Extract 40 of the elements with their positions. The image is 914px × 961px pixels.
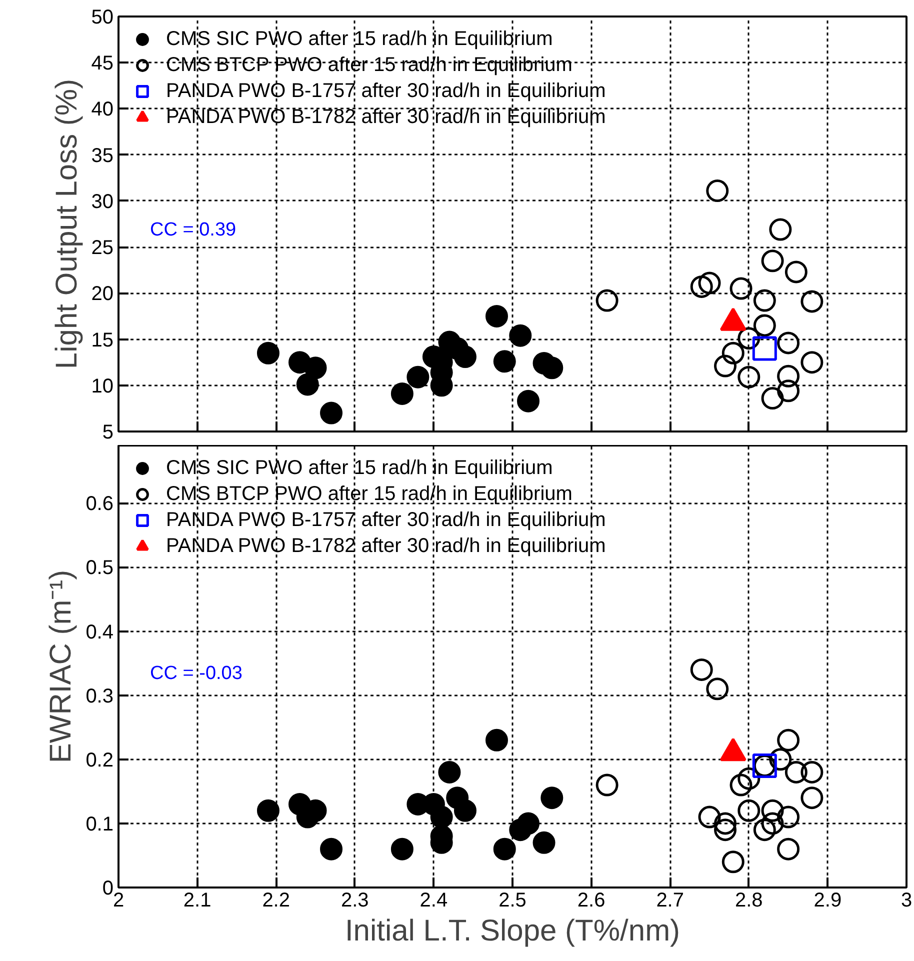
y-tick-label: 45 <box>91 52 114 75</box>
y-tick-label: 10 <box>91 375 114 398</box>
y-tick-label: 0 <box>102 878 114 900</box>
legend-label: PANDA PWO B-1757 after 30 rad/h in Equilibrium <box>166 80 606 102</box>
x-tick-label: 3 <box>900 890 912 912</box>
y-tick-label: 20 <box>91 283 114 306</box>
x-axis-title: Initial L.T. Slope (T%/nm) <box>344 914 680 948</box>
y-tick-label: 15 <box>91 329 114 352</box>
y-tick-label: 0.1 <box>86 813 114 836</box>
legend-label: PANDA PWO B-1782 after 30 rad/h in Equilibrium <box>166 534 606 558</box>
x-tick-label: 2.2 <box>262 890 290 912</box>
y-tick-label: 0.4 <box>86 621 114 644</box>
x-tick-label: 2.7 <box>656 890 684 912</box>
y-tick-label: 0.5 <box>86 557 114 580</box>
y-tick-label: 25 <box>91 237 114 260</box>
y-tick-label: 30 <box>91 190 114 213</box>
annotation: CC = 0.39 <box>150 220 236 241</box>
y-tick-label: 35 <box>91 144 114 167</box>
y-tick-label: 0.3 <box>86 685 114 708</box>
x-tick-label: 2.4 <box>420 890 448 912</box>
x-tick-label: 2 <box>112 890 124 912</box>
legend-label: CMS BTCP PWO after 15 rad/h in Equilibrium <box>166 482 572 506</box>
annotation: CC = -0.03 <box>150 663 242 684</box>
legend-label: PANDA PWO B-1782 after 30 rad/h in Equilibrium <box>166 106 606 128</box>
y-tick-label: 0.2 <box>86 749 114 772</box>
legend-label: CMS SIC PWO after 15 rad/h in Equilibrium <box>166 456 553 480</box>
y-tick-label: 40 <box>91 98 114 121</box>
y-tick-label: 50 <box>91 6 114 28</box>
y-axis-title: Light Output Loss (%) <box>50 78 84 370</box>
x-tick-label: 2.3 <box>341 890 369 912</box>
legend-label: PANDA PWO B-1757 after 30 rad/h in Equilibrium <box>166 508 606 532</box>
y-axis-title: EWRIAC (m⁻¹) <box>44 570 78 764</box>
x-tick-label: 2.1 <box>183 890 212 912</box>
x-tick-label: 2.9 <box>814 890 842 912</box>
x-tick-label: 2.8 <box>735 890 763 912</box>
legend-label: CMS SIC PWO after 15 rad/h in Equilibrium <box>166 28 553 50</box>
y-tick-label: 0.6 <box>86 493 114 516</box>
x-tick-label: 2.5 <box>498 890 526 912</box>
y-tick-label: 5 <box>102 422 114 444</box>
x-tick-label: 2.6 <box>577 890 606 912</box>
